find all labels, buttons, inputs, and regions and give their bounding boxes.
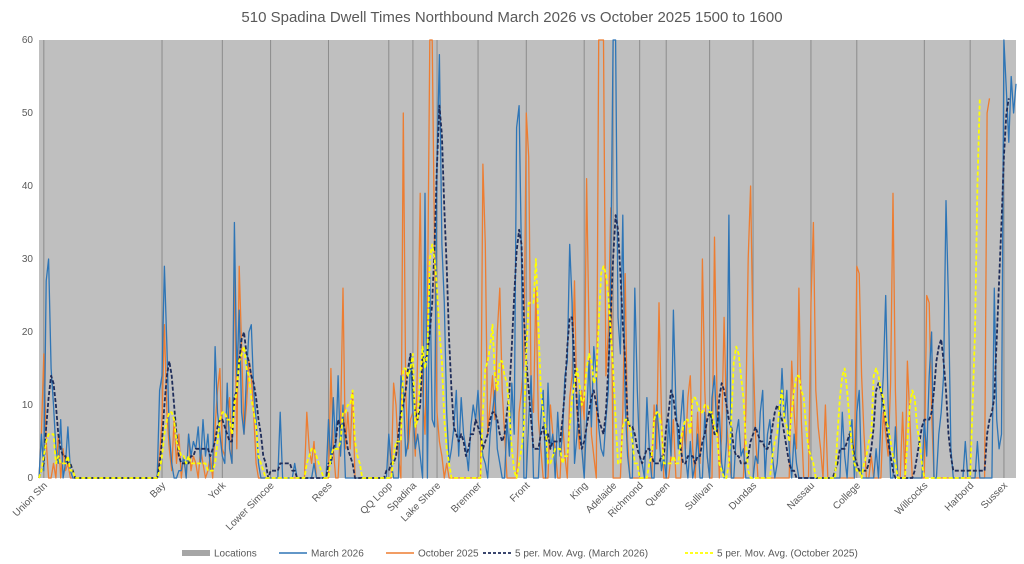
legend-label: October 2025 <box>418 549 479 560</box>
y-tick-label: 10 <box>22 400 34 411</box>
legend-item: March 2026 <box>279 549 364 560</box>
y-tick-label: 40 <box>22 181 34 192</box>
x-tick-label: Nassau <box>785 480 817 512</box>
legend-item: October 2025 <box>386 549 479 560</box>
x-tick-label: Willcocks <box>893 480 930 517</box>
legend-item: 5 per. Mov. Avg. (March 2026) <box>483 549 648 560</box>
legend-label: March 2026 <box>311 549 364 560</box>
x-tick-label: Rees <box>310 480 334 504</box>
x-tick-label: Queen <box>643 480 672 509</box>
x-tick-label: College <box>831 480 863 512</box>
legend-label: 5 per. Mov. Avg. (October 2025) <box>717 549 858 560</box>
x-tick-label: Union Stn <box>11 480 50 519</box>
x-tick-label: Bremner <box>449 480 484 515</box>
legend: Locations March 2026 October 2025 5 per. Mo… <box>182 549 858 560</box>
x-tick-label: Harbord <box>943 480 976 513</box>
legend-item: Locations <box>182 549 257 560</box>
legend-item: 5 per. Mov. Avg. (October 2025) <box>685 549 858 560</box>
y-tick-label: 60 <box>22 35 34 46</box>
plot-background <box>39 40 1016 478</box>
x-tick-label: Lower Simcoe <box>224 480 277 533</box>
y-tick-label: 0 <box>27 473 33 484</box>
legend-label: Locations <box>214 549 257 560</box>
x-tick-label: King <box>568 480 590 502</box>
x-tick-label: Sussex <box>979 480 1010 511</box>
series-line-march-2026 <box>38 39 1017 479</box>
legend-swatch <box>182 550 210 556</box>
legend-label: 5 per. Mov. Avg. (March 2026) <box>515 549 648 560</box>
x-tick-label: Bay <box>148 480 168 500</box>
y-tick-label: 30 <box>22 254 34 265</box>
x-tick-label: York <box>207 480 229 502</box>
chart-title: 510 Spadina Dwell Times Northbound March… <box>241 9 782 26</box>
x-tick-label: Dundas <box>727 480 759 512</box>
y-tick-label: 50 <box>22 108 34 119</box>
x-tick-label: Sullivan <box>683 480 716 513</box>
x-tick-label: Front <box>508 480 532 504</box>
y-tick-label: 20 <box>22 327 34 338</box>
